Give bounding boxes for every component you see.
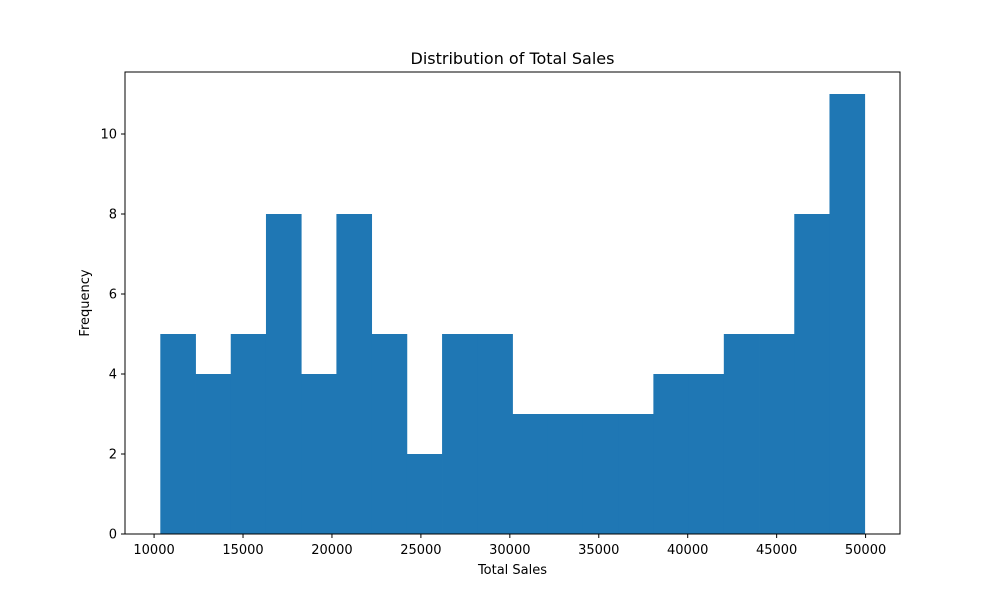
x-tick-label: 40000 [667,543,708,558]
histogram-bar [794,214,830,534]
histogram-bar [195,374,232,534]
histogram-bar [723,334,760,534]
histogram-bar [336,214,373,534]
histogram-bar [265,214,302,534]
x-axis-ticks: 10000 15000 20000 25000 30000 35000 40000 45000… [133,534,886,558]
histogram-bar [230,334,267,534]
histogram-bar [688,374,725,534]
histogram-bar [547,414,584,534]
y-tick-label: 10 [100,128,117,143]
y-tick-label: 2 [109,448,117,463]
x-tick-label: 50000 [845,543,886,558]
histogram-bar [829,94,866,534]
x-tick-label: 20000 [311,543,352,558]
plot-frame [124,71,901,535]
histogram-bar [160,334,196,534]
x-tick-label: 25000 [400,543,441,558]
histogram-bar [582,414,619,534]
y-axis-label: Frequency [78,269,93,336]
y-tick-label: 8 [109,208,117,223]
histogram-bar [371,334,408,534]
y-tick-label: 6 [109,288,117,303]
bars-group [160,94,866,534]
y-tick-label: 4 [109,368,117,383]
histogram-bar [442,334,478,534]
histogram-bar [759,334,795,534]
histogram-bar [406,454,443,534]
histogram-bar [653,374,689,534]
histogram-bar [477,334,513,534]
x-tick-label: 45000 [756,543,797,558]
histogram-bar [512,414,549,534]
chart-title: Distribution of Total Sales [411,49,615,68]
histogram-bar [301,374,337,534]
y-axis-ticks: 0 2 4 6 8 10 [100,128,125,543]
x-tick-label: 30000 [489,543,530,558]
histogram-bar [618,414,654,534]
x-tick-label: 35000 [578,543,619,558]
x-tick-label: 10000 [133,543,174,558]
x-tick-label: 15000 [222,543,263,558]
y-tick-label: 0 [109,528,117,543]
x-axis-label: Total Sales [477,563,547,578]
